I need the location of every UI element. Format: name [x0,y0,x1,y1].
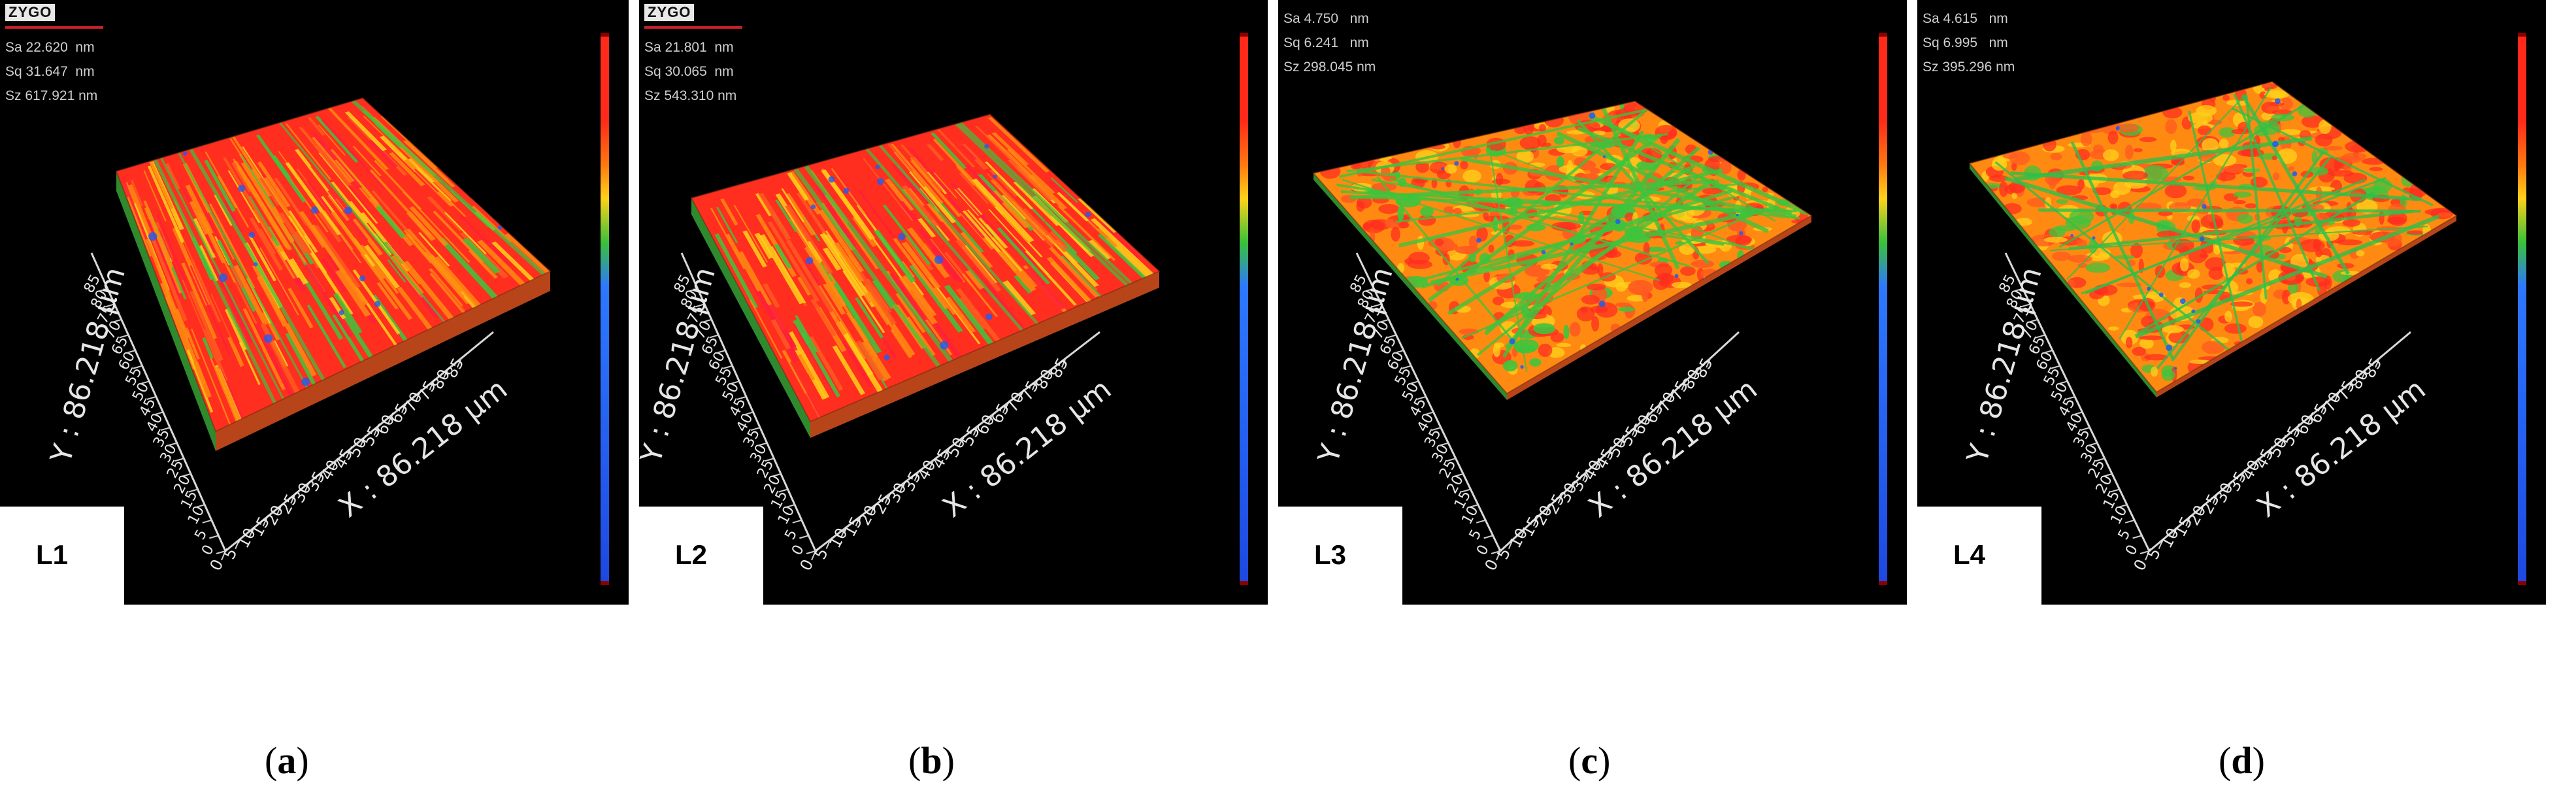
sample-label: L2 [675,539,708,570]
height-colorbar [2518,33,2526,585]
zygo-logo: ZYGO [5,4,56,21]
surface-texture [1313,101,1811,393]
roughness-stats: Sa 22.620 nm Sq 31.647 nm Sz 617.921 nm [5,35,97,108]
sa-value: Sa 4.615 nm [1923,11,2008,26]
sample-label-box: L2 [639,507,763,605]
caption-a: (a) [265,739,309,782]
caption-letter: c [1581,739,1598,782]
sz-value: Sz 543.310 nm [644,88,737,103]
y-tick-label: 0 [1474,543,1493,558]
sample-label: L4 [1953,539,1986,570]
height-colorbar [1240,33,1248,585]
sa-value: Sa 4.750 nm [1283,11,1369,26]
surface-3d-plot: 0510152025303540455055606570758085051015… [1960,80,2458,574]
height-colorbar [1879,33,1887,585]
surface-side [1970,163,2156,397]
roughness-stats: Sa 21.801 nm Sq 30.065 nm Sz 543.310 nm [644,35,736,108]
sa-value: Sa 22.620 nm [5,40,95,55]
x-tick-label: 0 [206,556,227,574]
caption-letter: b [921,739,942,782]
x-tick-label: 0 [797,556,817,574]
roughness-stats: Sa 4.615 nm Sq 6.995 nm Sz 395.296 nm [1923,7,2015,79]
surface-side [810,271,1159,438]
surface-side [691,198,810,438]
surface-3d-plot: 0510152025303540455055606570758085051015… [1312,100,1813,574]
x-tick-label: 0 [2130,556,2151,574]
y-tick-label: 0 [2122,543,2141,558]
y-tick-label: 5 [782,527,801,543]
surface-side [2156,216,2456,397]
caption-d: (d) [2219,739,2265,782]
y-tick-label: 5 [1466,527,1485,543]
sample-label: L3 [1314,539,1347,570]
y-tick-label: 0 [199,543,218,558]
surface-side [116,171,216,451]
sz-value: Sz 395.296 nm [1923,59,2015,75]
surface-3d-plot: 0510152025303540455055606570758085051015… [44,97,552,574]
caption-c: (c) [1568,739,1611,782]
sample-label-box: L3 [1278,507,1402,605]
surface-texture [116,98,550,431]
surface-3d-plot: 0510152025303540455055606570758085051015… [639,113,1161,574]
sq-value: Sq 30.065 nm [644,64,734,79]
sq-value: Sq 31.647 nm [5,64,95,79]
sa-value: Sa 21.801 nm [644,40,734,55]
sample-label-box: L1 [0,507,124,605]
caption-letter: d [2231,739,2253,782]
caption-letter: a [277,739,297,782]
sz-value: Sz 298.045 nm [1283,59,1376,75]
roughness-stats: Sa 4.750 nm Sq 6.241 nm Sz 298.045 nm [1283,7,1376,79]
surface-side [216,271,550,451]
sample-label: L1 [36,539,69,570]
surface-side [1507,216,1811,400]
height-colorbar [601,33,609,585]
surface-texture [1970,82,2456,392]
sq-value: Sq 6.241 nm [1283,35,1369,50]
sz-value: Sz 617.921 nm [5,88,98,103]
y-tick-label: 0 [789,543,808,558]
sample-label-box: L4 [1917,507,2041,605]
surface-texture [691,114,1159,422]
surface-side [1313,173,1507,400]
zygo-logo: ZYGO [644,4,695,21]
y-tick-label: 5 [192,527,211,543]
logo-underline [644,26,742,29]
logo-underline [5,26,103,29]
surface-panel-a: 0 5 10 15 20 25 30 35 40 45 50 55 60 65 70 75 80 85 0 5 10 15… [0,0,629,605]
caption-b: (b) [908,739,955,782]
surface-panel-b: 0 5 10 15 20 25 30 35 40 45 50 55 60 65 70 75 80 85 0 5 10 15… [639,0,1268,605]
x-tick-label: 0 [1481,556,1502,574]
surface-panel-d: 0 5 10 15 20 25 30 35 40 45 50 55 60 65 70 75 80 85 0 5 10 15… [1917,0,2546,605]
surface-panel-c: 0 5 10 15 20 25 30 35 40 45 50 55 60 65 70 75 80 85 0 5 10 15… [1278,0,1907,605]
sq-value: Sq 6.995 nm [1923,35,2008,50]
y-tick-label: 5 [2115,527,2134,543]
